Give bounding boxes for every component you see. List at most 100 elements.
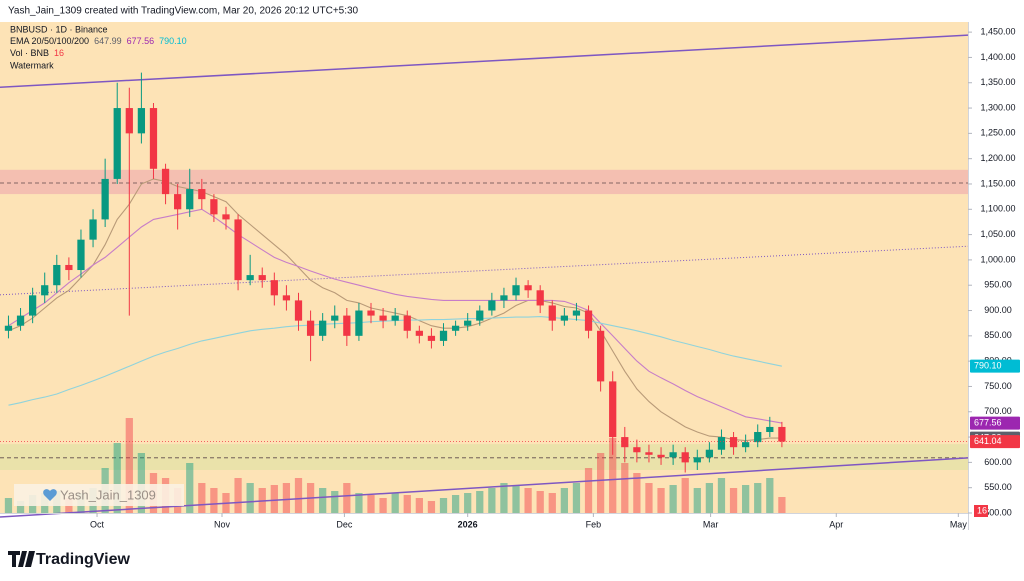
x-tick-label: 2026 bbox=[458, 519, 478, 529]
volume-bar bbox=[645, 483, 653, 513]
volume-bar bbox=[766, 478, 774, 513]
candle-body bbox=[560, 315, 568, 321]
volume-bar bbox=[113, 443, 121, 513]
candle-body bbox=[113, 108, 121, 179]
volume-bar bbox=[210, 488, 218, 513]
y-tick-label: 950.00 bbox=[984, 280, 1012, 290]
volume-bar bbox=[572, 483, 581, 513]
ema-legend-value: 790.10 bbox=[159, 36, 187, 46]
candle-body bbox=[294, 300, 303, 321]
candle-body bbox=[729, 437, 738, 448]
volume-bar bbox=[488, 488, 496, 513]
volume-bar bbox=[560, 488, 568, 513]
y-tick-label: 1,250.00 bbox=[980, 128, 1015, 138]
volume-bar bbox=[476, 491, 484, 513]
y-tick-label: 1,150.00 bbox=[980, 178, 1015, 188]
candle-body bbox=[391, 315, 399, 321]
candle-body bbox=[379, 315, 387, 321]
y-tick-label: 1,000.00 bbox=[980, 254, 1015, 264]
volume-bar bbox=[403, 495, 411, 513]
volume-bar bbox=[548, 493, 556, 513]
x-tick-label: May bbox=[950, 519, 968, 529]
volume-bar bbox=[693, 488, 701, 513]
y-tick-label: 1,100.00 bbox=[980, 204, 1015, 214]
volume-bar bbox=[657, 488, 665, 513]
chart-background bbox=[0, 22, 968, 513]
x-tick-label: Oct bbox=[90, 519, 105, 529]
candle-body bbox=[343, 315, 351, 336]
x-tick-label: Apr bbox=[829, 519, 843, 529]
volume-bar bbox=[621, 463, 629, 513]
y-tick-label: 1,300.00 bbox=[980, 102, 1015, 112]
candle-body bbox=[319, 320, 327, 336]
candle-body bbox=[596, 330, 605, 382]
volume-bar bbox=[270, 485, 278, 513]
candle-body bbox=[464, 320, 472, 326]
watermark-legend: Watermark bbox=[10, 60, 54, 70]
watermark: Yash_Jain_1309 bbox=[60, 487, 156, 502]
volume-bar bbox=[391, 493, 399, 513]
candle-body bbox=[524, 285, 532, 291]
volume-bar bbox=[524, 488, 532, 513]
volume-bar bbox=[439, 498, 448, 513]
candle-body bbox=[41, 285, 49, 296]
candle-body bbox=[584, 310, 593, 331]
volume-tag-bg bbox=[974, 505, 988, 517]
candle-body bbox=[657, 454, 665, 458]
ema-line bbox=[8, 208, 782, 424]
candle-body bbox=[427, 335, 436, 341]
volume-bar bbox=[186, 463, 194, 513]
volume-bar bbox=[669, 485, 677, 513]
watermark-box bbox=[14, 484, 184, 506]
candle-body bbox=[258, 275, 266, 281]
candle-body bbox=[282, 295, 291, 301]
volume-bar bbox=[742, 485, 750, 513]
candle-body bbox=[137, 108, 146, 134]
candle-body bbox=[149, 108, 158, 169]
volume-bar bbox=[729, 488, 738, 513]
candle-body bbox=[512, 285, 520, 296]
candle-body bbox=[536, 290, 544, 306]
candle-body bbox=[306, 320, 315, 336]
volume-bar bbox=[451, 495, 460, 513]
candle-body bbox=[77, 239, 85, 271]
ema-legend-value: 647.99 bbox=[94, 36, 122, 46]
volume-bar bbox=[343, 483, 351, 513]
x-tick-label: Mar bbox=[703, 519, 719, 529]
candle-body bbox=[16, 315, 25, 326]
volume-bar bbox=[137, 453, 146, 513]
last-price-tag: 641.04 bbox=[974, 436, 1002, 446]
candle-body bbox=[621, 437, 629, 448]
volume-bar bbox=[584, 468, 593, 513]
candle-body bbox=[488, 300, 496, 311]
candle-body bbox=[681, 452, 689, 463]
candle-body bbox=[572, 310, 581, 316]
logo-text: TradingView bbox=[36, 551, 131, 568]
volume-bar bbox=[319, 488, 327, 513]
candle-body bbox=[65, 264, 73, 271]
candle-body bbox=[742, 442, 750, 448]
volume-bar bbox=[234, 478, 242, 513]
ema-legend: EMA 20/50/100/200 647.99 677.56 790.10 bbox=[10, 36, 187, 46]
candle-body bbox=[500, 295, 508, 301]
watermark-heart bbox=[43, 489, 57, 501]
candle-body bbox=[705, 449, 714, 458]
y-tick-label: 1,400.00 bbox=[980, 52, 1015, 62]
volume-bar bbox=[705, 483, 714, 513]
volume-bar bbox=[198, 483, 206, 513]
ema-tag-bg bbox=[970, 359, 1020, 373]
logo-mark bbox=[8, 551, 35, 567]
candle-body bbox=[270, 280, 278, 296]
header: Yash_Jain_1309 created with TradingView.… bbox=[8, 6, 359, 17]
overlay: Yash_Jain_1309 created with TradingView.… bbox=[0, 6, 1020, 568]
volume-bar bbox=[125, 418, 133, 513]
candle-body bbox=[451, 325, 460, 331]
volume-bar bbox=[609, 438, 617, 513]
candle-body bbox=[174, 194, 182, 210]
volume-bar bbox=[16, 501, 25, 513]
volume-bar bbox=[4, 498, 13, 513]
y-tick-label: 1,050.00 bbox=[980, 229, 1015, 239]
candle-body bbox=[439, 330, 448, 341]
candle-body bbox=[609, 381, 617, 438]
volume-bar bbox=[331, 491, 339, 513]
